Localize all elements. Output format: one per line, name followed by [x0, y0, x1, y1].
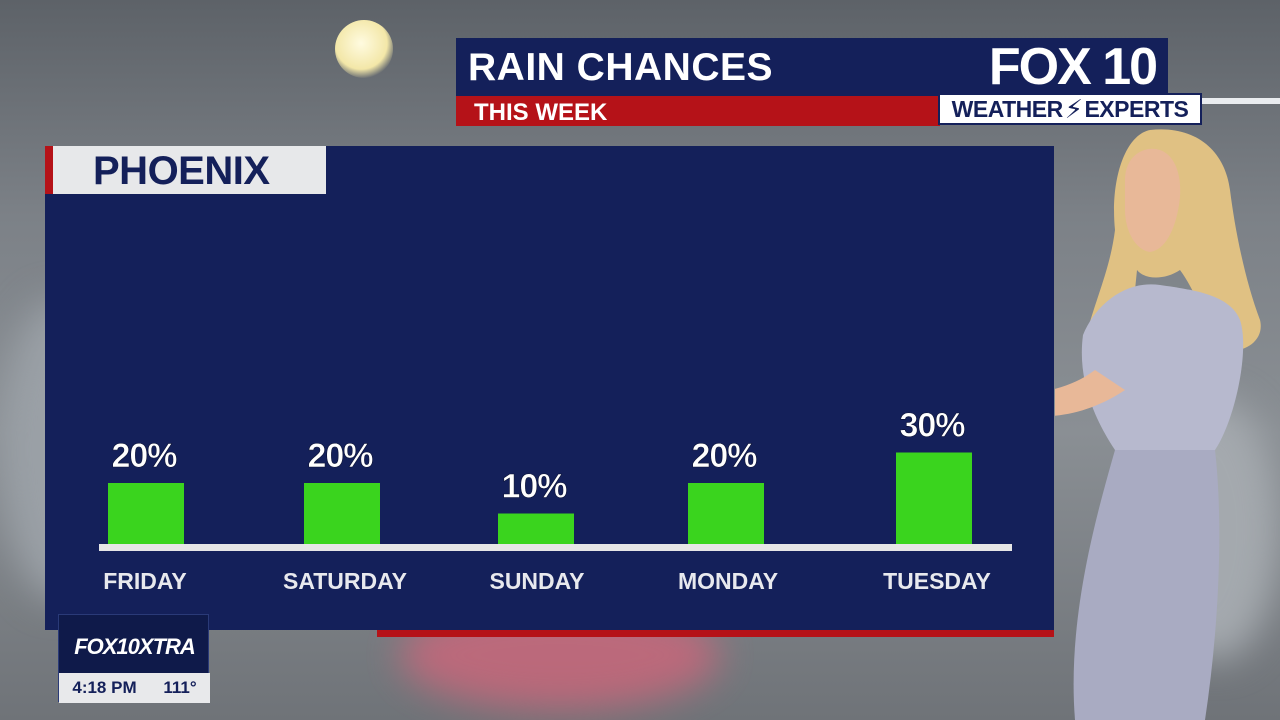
bar-group [108, 452, 972, 544]
station-bug: FOX10XTRA 4:18 PM 111° [58, 614, 210, 703]
bar-tuesday [896, 452, 972, 544]
chart-subtitle: THIS WEEK [474, 99, 608, 126]
weather-badge-left: WEATHER [951, 95, 1064, 122]
city-name: PHOENIX [93, 149, 270, 193]
weather-badge-right: EXPERTS [1084, 95, 1189, 122]
category-label-saturday: SATURDAY [283, 568, 407, 594]
presenter-figure [1055, 129, 1261, 720]
bug-info-bar: 4:18 PM 111° [59, 673, 210, 703]
category-label-tuesday: TUESDAY [883, 568, 991, 594]
bar-saturday [304, 483, 380, 544]
category-label-group: FRIDAY SATURDAY SUNDAY MONDAY TUESDAY [103, 568, 991, 594]
brand-divider [1200, 98, 1280, 104]
panel-accent-line [377, 630, 1054, 637]
bar-sunday [498, 513, 574, 544]
weather-experts-badge: WEATHER ⚡ EXPERTS [938, 93, 1202, 125]
station-logo: FOX 10 [988, 38, 1158, 96]
subtitle-banner: THIS WEEK [456, 96, 940, 126]
value-label-group: 20% 20% 10% 20% 30% [111, 406, 966, 506]
bar-friday [108, 483, 184, 544]
value-label-friday: 20% [111, 437, 177, 475]
bar-monday [688, 483, 764, 544]
chart-title: RAIN CHANCES [468, 46, 774, 89]
category-label-monday: MONDAY [678, 568, 778, 594]
bug-logo: FOX10XTRA [74, 634, 196, 659]
category-label-friday: FRIDAY [103, 568, 187, 594]
title-banner: RAIN CHANCES [456, 38, 1168, 96]
clock-time: 4:18 PM [72, 678, 137, 697]
value-label-tuesday: 30% [899, 407, 965, 445]
background-moon [335, 20, 393, 78]
category-label-sunday: SUNDAY [489, 568, 584, 594]
value-label-monday: 20% [691, 437, 757, 475]
city-tab: PHOENIX [45, 146, 326, 194]
value-label-saturday: 20% [307, 437, 373, 475]
lightning-icon: ⚡ [1064, 93, 1083, 124]
current-temperature: 111° [163, 678, 197, 697]
chart-baseline [99, 544, 1012, 551]
value-label-sunday: 10% [501, 468, 567, 506]
